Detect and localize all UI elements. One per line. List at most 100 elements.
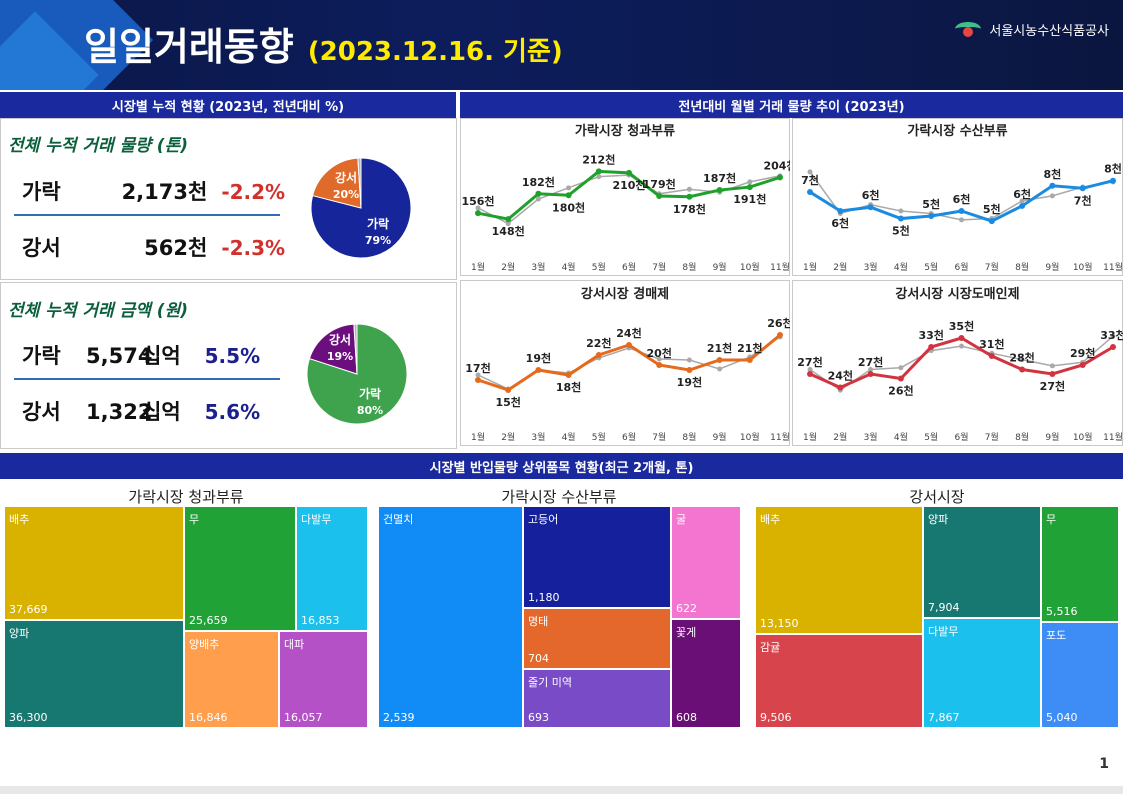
data-label: 8천: [1044, 167, 1062, 181]
data-point-2023: [746, 357, 753, 363]
data-label: 28천: [1009, 351, 1034, 365]
page-title: 일일거래동향 (2023.12.16. 기준): [84, 16, 563, 71]
tile-name: 줄기 미역: [528, 676, 572, 689]
data-point-prev-year: [807, 169, 813, 175]
volume-pie-chart: 가락 79% 강서 20%: [310, 157, 412, 259]
x-tick-label: 2월: [833, 431, 847, 443]
volume-title: 전체 누적 거래 물량 (톤): [8, 136, 188, 156]
volume-value: 562: [144, 236, 188, 260]
data-point-2023: [988, 353, 995, 359]
data-point-prev-year: [1019, 357, 1025, 363]
data-point-2023: [626, 169, 632, 176]
data-label: 27천: [797, 355, 822, 369]
data-point-2023: [626, 342, 632, 348]
data-point-prev-year: [686, 357, 692, 363]
tile-value: 5,516: [1046, 605, 1078, 618]
data-label: 31천: [979, 337, 1004, 351]
data-point-2023: [928, 213, 935, 220]
x-tick-label: 8월: [1015, 261, 1029, 273]
x-tick-label: 5월: [592, 431, 606, 443]
data-point-2023: [777, 332, 783, 338]
tile-value: 7,904: [928, 601, 960, 614]
pie-slice-garak: [310, 157, 412, 259]
x-tick-label: 11월: [1103, 261, 1123, 273]
data-label: 15천: [495, 395, 520, 409]
data-label: 33천: [918, 328, 943, 342]
x-tick-label: 10월: [1073, 261, 1093, 273]
chart-title: 가락시장 청과부류: [574, 124, 676, 139]
x-tick-label: 6월: [622, 431, 636, 443]
x-tick-label: 1월: [471, 431, 485, 443]
data-label: 6천: [1013, 187, 1031, 201]
tile-value: 16,853: [301, 614, 340, 627]
data-label: 17천: [465, 361, 490, 375]
data-label: 18천: [556, 380, 581, 394]
data-label: 212천: [582, 152, 615, 166]
data-point-2023: [928, 344, 935, 350]
x-tick-label: 7월: [985, 431, 999, 443]
x-tick-label: 8월: [1015, 431, 1029, 443]
data-point-2023: [1049, 182, 1056, 189]
amount-unit: 십억: [142, 344, 181, 368]
data-label: 7천: [1074, 193, 1092, 207]
amount-value: 5,574: [86, 344, 153, 368]
treemap-tile: 굴 622: [671, 506, 741, 619]
data-point-2023: [1110, 344, 1116, 350]
x-tick-label: 1월: [803, 431, 817, 443]
tile-value: 9,506: [760, 711, 792, 724]
data-point-2023: [505, 216, 512, 223]
data-point-2023: [1049, 371, 1056, 377]
tile-value: 622: [676, 602, 697, 615]
pie-label: 가락: [359, 386, 381, 401]
pie-slice-other: [357, 157, 362, 209]
treemap-tile: 명태 704: [523, 608, 671, 669]
data-point-prev-year: [535, 196, 541, 202]
data-point-2023: [988, 218, 995, 225]
treemap-tile: 배추 37,669: [4, 506, 184, 620]
treemap-tile: 건멸치 2,539: [378, 506, 523, 728]
tile-name: 대파: [284, 638, 305, 651]
pie-percent: 20%: [333, 188, 359, 201]
data-label: 204천: [763, 158, 790, 172]
data-point-2023: [656, 362, 663, 368]
market-name: 가락: [22, 180, 61, 204]
tile-value: 5,040: [1046, 711, 1078, 724]
divider: [14, 378, 280, 380]
data-point-2023: [777, 174, 783, 181]
line-chart-gangseo-wholesale: 27천 24천 27천 26천 33천 35천 31천 28천 27천 29천 33천 1월 2월 3월 4…: [797, 319, 1123, 443]
x-tick-label: 5월: [592, 261, 606, 273]
data-point-prev-year: [959, 217, 964, 223]
x-tick-label: 10월: [740, 431, 760, 443]
x-tick-label: 6월: [954, 261, 968, 273]
data-label: 21천: [707, 341, 732, 355]
data-point-2023: [1019, 366, 1026, 373]
x-tick-label: 2월: [501, 431, 515, 443]
tile-name: 배추: [9, 513, 30, 526]
data-label: 29천: [1070, 346, 1095, 360]
data-point-2023: [746, 184, 753, 191]
chart-panel-garak-produce: [460, 118, 790, 276]
tile-name: 다발무: [928, 625, 959, 638]
data-point-2023: [565, 192, 572, 199]
divider: [14, 214, 280, 216]
treemap-title: 가락시장 청과부류: [128, 488, 244, 506]
report-date: (2023.12.16. 기준): [307, 37, 563, 67]
treemap-tile: 다발무 7,867: [923, 618, 1041, 728]
amount-row-garak: 가락 5,574 십억 5.5%: [22, 340, 260, 370]
tile-name: 명태: [528, 615, 549, 628]
x-tick-label: 4월: [562, 261, 576, 273]
volume-value: 2,173: [121, 180, 188, 204]
treemap-title: 가락시장 수산부류: [501, 488, 617, 506]
x-tick-label: 6월: [954, 431, 968, 443]
x-tick-label: 2월: [833, 261, 847, 273]
x-tick-label: 9월: [1045, 261, 1059, 273]
chart-panel-garak-seafood: [792, 118, 1123, 276]
tile-name: 무: [1046, 513, 1057, 526]
volume-unit: 천: [188, 180, 208, 204]
data-point-2023: [686, 193, 693, 200]
data-point-2023: [565, 372, 572, 378]
x-tick-label: 5월: [924, 431, 938, 443]
data-point-prev-year: [898, 208, 904, 214]
data-point-prev-year: [807, 367, 813, 372]
volume-unit: 천: [188, 236, 208, 260]
